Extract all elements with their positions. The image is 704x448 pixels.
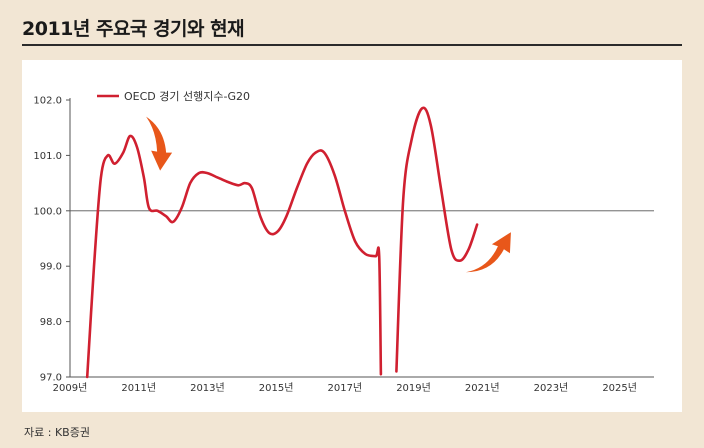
source-note: 자료 : KB증권	[24, 426, 90, 439]
down-arrow-icon	[146, 116, 173, 171]
y-tick-label: 97.0	[40, 373, 62, 384]
y-tick-label: 98.0	[40, 317, 62, 328]
series-line	[395, 106, 479, 373]
y-tick-label: 100.0	[33, 206, 62, 217]
chart-title: 2011년 주요국 경기와 현재	[22, 18, 245, 40]
x-tick-label: 2009년	[53, 382, 88, 394]
legend-label: OECD 경기 선행지수-G20	[124, 90, 250, 103]
series-line	[85, 134, 383, 379]
chart-panel: 102.0 101.0 100.0 99.0 98.0 97.0 2009년 2011년 201…	[22, 60, 682, 412]
x-tick-label: 2019년	[396, 382, 431, 394]
x-tick-label: 2021년	[465, 382, 500, 394]
x-tick-label: 2013년	[190, 382, 225, 394]
y-tick-label: 102.0	[33, 96, 62, 107]
x-tick-label: 2017년	[327, 382, 362, 394]
x-tick-label: 2015년	[259, 382, 294, 394]
up-arrow-icon	[465, 232, 511, 273]
x-tick-label: 2011년	[121, 382, 156, 394]
y-tick-label: 99.0	[40, 262, 62, 273]
x-tick-label: 2025년	[602, 382, 637, 394]
y-tick-label: 101.0	[33, 151, 62, 162]
x-tick-label: 2023년	[534, 382, 569, 394]
title-rule	[22, 44, 682, 46]
